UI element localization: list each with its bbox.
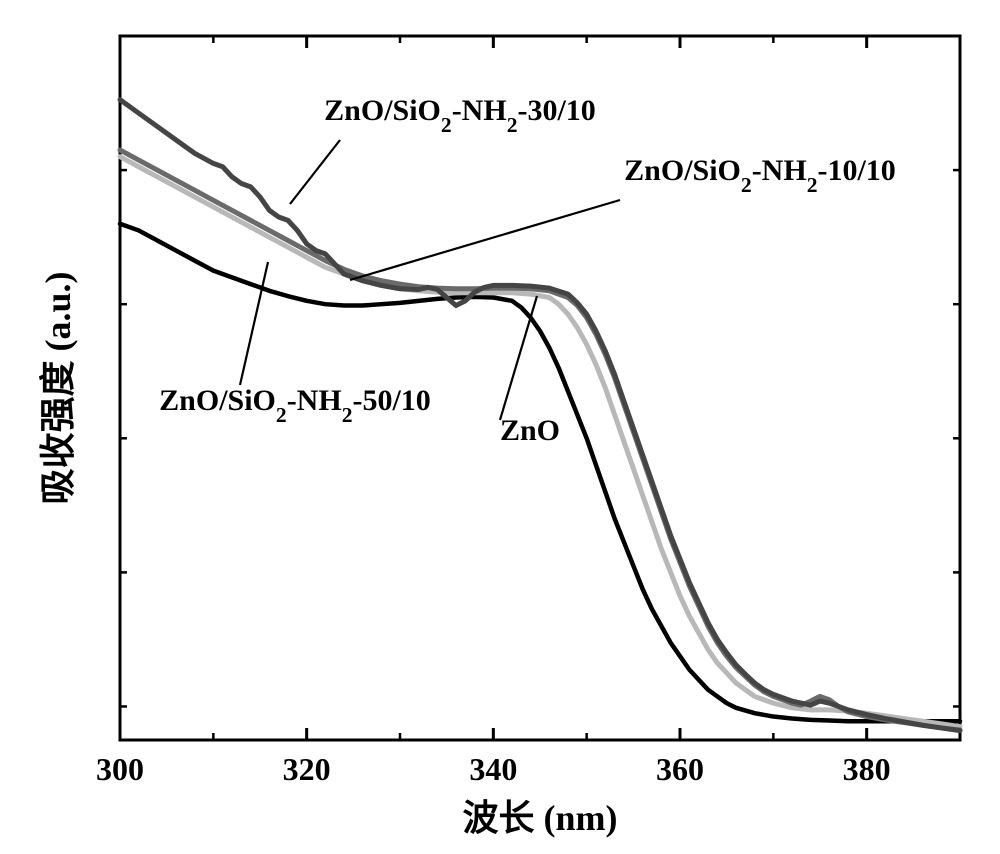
y-axis-label: 吸收强度 (a.u.) xyxy=(38,272,78,505)
x-tick-label: 320 xyxy=(283,751,331,787)
x-tick-label: 360 xyxy=(656,751,704,787)
chart-svg: 300320340360380ZnO/SiO2-NH2-30/10ZnO/SiO… xyxy=(0,0,1000,854)
annotation-label: ZnO xyxy=(500,414,560,447)
x-axis-label: 波长 (nm) xyxy=(463,798,618,838)
x-tick-label: 380 xyxy=(843,751,891,787)
absorption-spectrum-chart: 300320340360380ZnO/SiO2-NH2-30/10ZnO/SiO… xyxy=(0,0,1000,854)
x-tick-label: 340 xyxy=(469,751,517,787)
x-tick-label: 300 xyxy=(96,751,144,787)
